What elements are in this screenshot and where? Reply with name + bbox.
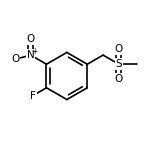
Text: O: O <box>115 44 123 54</box>
Text: F: F <box>30 91 36 100</box>
Text: O: O <box>27 34 35 44</box>
Text: N: N <box>27 50 35 60</box>
Text: O: O <box>115 74 123 84</box>
Text: S: S <box>116 59 122 69</box>
Text: O: O <box>11 54 19 64</box>
Text: +: + <box>31 47 37 56</box>
